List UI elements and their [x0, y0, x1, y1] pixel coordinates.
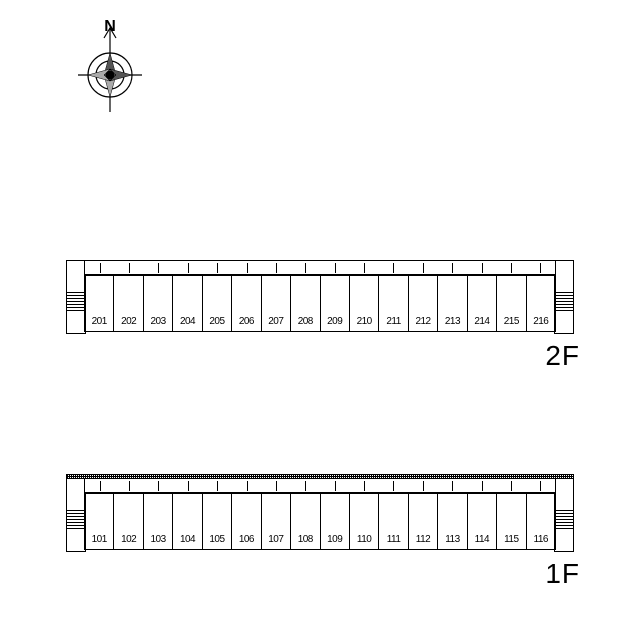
- north-label: N: [104, 18, 116, 36]
- door-tick: [305, 481, 306, 491]
- door-tick: [452, 481, 453, 491]
- unit-101: 101: [85, 493, 114, 549]
- stair-right-2f: [554, 260, 574, 334]
- door-tick: [393, 481, 394, 491]
- unit-201: 201: [85, 275, 114, 331]
- unit-111: 111: [379, 493, 408, 549]
- unit-103: 103: [144, 493, 173, 549]
- unit-212: 212: [409, 275, 438, 331]
- door-tick: [393, 263, 394, 273]
- door-tick: [540, 481, 541, 491]
- door-tick: [276, 481, 277, 491]
- unit-206: 206: [232, 275, 261, 331]
- door-tick: [482, 263, 483, 273]
- door-tick: [100, 481, 101, 491]
- unit-106: 106: [232, 493, 261, 549]
- door-tick: [247, 481, 248, 491]
- unit-215: 215: [497, 275, 526, 331]
- unit-214: 214: [468, 275, 497, 331]
- floor-1f-plan: 1011021031041051061071081091101111121131…: [70, 478, 570, 550]
- unit-207: 207: [262, 275, 291, 331]
- units-row-1f: 1011021031041051061071081091101111121131…: [84, 492, 556, 550]
- unit-109: 109: [321, 493, 350, 549]
- unit-104: 104: [173, 493, 202, 549]
- door-tick: [276, 263, 277, 273]
- door-tick: [540, 263, 541, 273]
- unit-216: 216: [527, 275, 555, 331]
- unit-209: 209: [321, 275, 350, 331]
- stair-left-2f: [66, 260, 86, 334]
- unit-112: 112: [409, 493, 438, 549]
- unit-205: 205: [203, 275, 232, 331]
- door-tick: [188, 263, 189, 273]
- door-tick: [511, 263, 512, 273]
- unit-110: 110: [350, 493, 379, 549]
- door-tick: [452, 263, 453, 273]
- door-tick: [217, 263, 218, 273]
- unit-211: 211: [379, 275, 408, 331]
- unit-107: 107: [262, 493, 291, 549]
- door-tick: [100, 263, 101, 273]
- unit-204: 204: [173, 275, 202, 331]
- door-tick: [305, 263, 306, 273]
- door-tick: [247, 263, 248, 273]
- compass-rose: N: [70, 20, 150, 120]
- unit-208: 208: [291, 275, 320, 331]
- unit-102: 102: [114, 493, 143, 549]
- unit-105: 105: [203, 493, 232, 549]
- door-tick: [158, 481, 159, 491]
- unit-202: 202: [114, 275, 143, 331]
- stair-right-1f: [554, 478, 574, 552]
- door-tick: [511, 481, 512, 491]
- door-tick: [423, 263, 424, 273]
- unit-203: 203: [144, 275, 173, 331]
- door-tick: [188, 481, 189, 491]
- floor-label-1f: 1F: [545, 558, 580, 590]
- unit-108: 108: [291, 493, 320, 549]
- door-tick: [335, 263, 336, 273]
- door-tick: [482, 481, 483, 491]
- door-tick: [335, 481, 336, 491]
- unit-213: 213: [438, 275, 467, 331]
- unit-210: 210: [350, 275, 379, 331]
- unit-114: 114: [468, 493, 497, 549]
- stair-left-1f: [66, 478, 86, 552]
- floor-label-2f: 2F: [545, 340, 580, 372]
- door-tick: [364, 481, 365, 491]
- unit-113: 113: [438, 493, 467, 549]
- door-tick: [129, 481, 130, 491]
- door-tick: [364, 263, 365, 273]
- door-tick: [423, 481, 424, 491]
- unit-116: 116: [527, 493, 555, 549]
- floor-2f-plan: 2012022032042052062072082092102112122132…: [70, 260, 570, 332]
- units-row-2f: 2012022032042052062072082092102112122132…: [84, 274, 556, 332]
- door-tick: [158, 263, 159, 273]
- door-tick: [129, 263, 130, 273]
- door-tick: [217, 481, 218, 491]
- unit-115: 115: [497, 493, 526, 549]
